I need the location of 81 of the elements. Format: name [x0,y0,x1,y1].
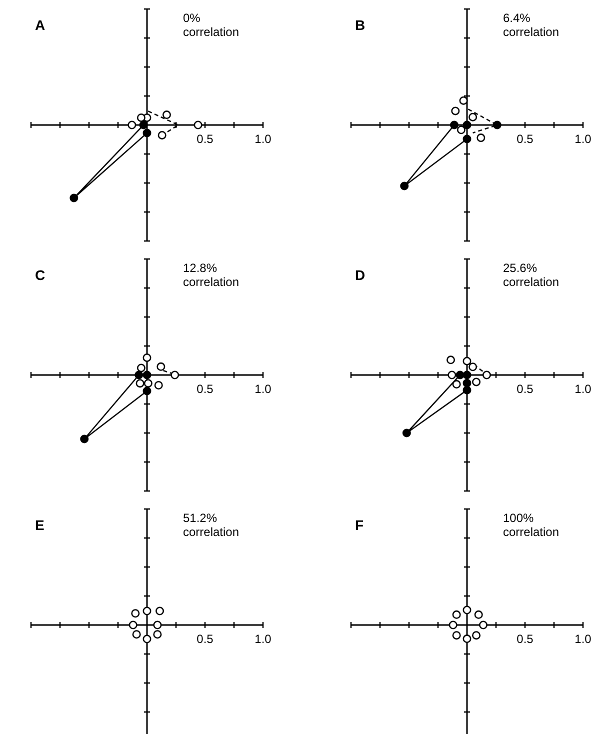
point [468,112,478,122]
x-tick-label: 1.0 [254,632,272,646]
point [134,370,144,380]
chart-subtitle: 100% correlation [503,511,560,539]
point [462,356,472,366]
point [142,606,152,616]
x-tick-label: 1.0 [574,382,592,396]
point [153,620,162,630]
x-tick-label: 1.0 [574,632,592,646]
chart-title: A [35,17,46,33]
point [472,631,481,640]
point [462,386,472,394]
point [136,113,146,122]
x-tick-label: 1.0 [574,132,592,146]
chart-title: E [35,517,44,533]
chart-subtitle: 12.8% correlation [183,261,240,289]
point [462,634,472,644]
chart-title: D [355,267,366,283]
chart-title: B [355,17,366,33]
point [452,631,461,640]
point [131,609,140,618]
point [142,386,152,396]
point [132,630,141,639]
point [462,606,472,614]
point [462,370,472,380]
point [154,380,163,390]
point [400,182,409,190]
x-tick-label: 1.0 [254,132,272,146]
chart-subtitle: 6.4% correlation [503,11,560,39]
point [156,362,166,371]
point [144,379,152,388]
point [70,194,78,202]
point [456,370,464,380]
x-tick-label: 0.5 [196,132,214,146]
chart-title: F [355,517,364,533]
x-tick-label: 0.5 [516,132,534,146]
point [162,110,171,120]
point [478,620,488,630]
point [472,378,481,386]
point [142,370,152,380]
x-tick-label: 0.5 [196,382,214,396]
chart-title: C [35,267,46,283]
point [492,120,502,130]
point [80,434,89,444]
point [448,370,456,380]
point [142,128,152,138]
point [452,380,461,389]
chart-subtitle: 51.2% correlation [183,511,240,539]
point [153,630,162,639]
point [170,370,180,380]
x-tick-label: 1.0 [254,382,272,396]
point [450,120,458,130]
point [476,134,486,142]
point [128,120,136,130]
point [462,120,472,130]
point [474,610,483,619]
point [451,106,460,116]
point [482,370,491,380]
point [142,353,152,362]
point [136,379,144,388]
point [446,356,456,364]
point [452,610,461,619]
point [468,362,478,372]
point [402,428,411,438]
chart-subtitle: 0% correlation [183,11,240,39]
point [462,134,472,144]
point [139,120,148,130]
x-tick-label: 0.5 [516,382,534,396]
point [459,96,468,105]
x-tick-label: 0.5 [516,632,534,646]
x-tick-label: 0.5 [196,632,214,646]
chart-subtitle: 25.6% correlation [503,261,560,289]
point [462,378,472,388]
point [158,130,166,140]
point [128,620,138,630]
point [194,120,202,130]
point [142,634,152,644]
point [136,364,146,372]
point [448,620,458,630]
point [456,126,466,134]
point [156,606,164,616]
